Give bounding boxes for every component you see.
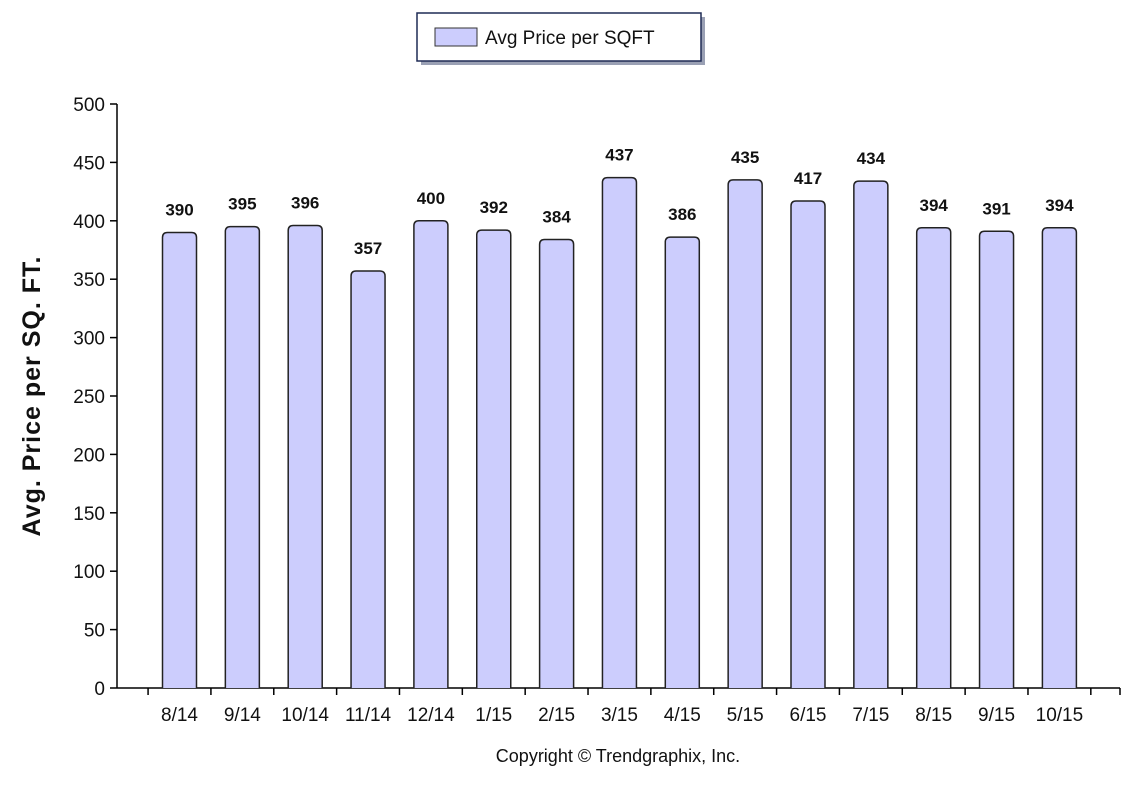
x-tick-label: 10/14: [281, 705, 329, 726]
data-label: 435: [731, 148, 759, 167]
data-label: 396: [291, 193, 319, 212]
x-tick-label: 11/14: [345, 705, 392, 726]
y-tick-label: 100: [73, 562, 105, 583]
x-tick-label: 6/15: [790, 705, 827, 726]
y-tick-label: 250: [73, 387, 105, 408]
bar: [538, 238, 575, 688]
legend-swatch: [434, 27, 478, 47]
x-tick-label: 9/14: [224, 705, 261, 726]
y-tick-label: 400: [73, 212, 105, 233]
bar: [287, 224, 323, 688]
x-tick-label: 8/14: [161, 705, 198, 726]
data-label: 392: [480, 198, 508, 217]
legend: Avg Price per SQFT: [416, 12, 705, 65]
x-tick-label: 3/15: [601, 705, 638, 726]
y-tick-label: 350: [73, 270, 105, 291]
y-tick-label: 50: [84, 621, 105, 642]
x-tick-label: 7/15: [852, 705, 889, 726]
y-axis: 0 50 100 150 200 250 300 350 400 450 500: [73, 95, 118, 700]
data-label: 394: [1045, 196, 1074, 215]
y-tick-label: 500: [73, 95, 105, 116]
y-axis-label: Avg. Price per SQ. FT.: [18, 256, 46, 537]
bar: [350, 270, 386, 688]
y-tick-label: 150: [73, 504, 105, 525]
copyright-text: Copyright © Trendgraphix, Inc.: [496, 746, 740, 766]
bar: [853, 180, 889, 688]
data-label: 395: [228, 195, 256, 214]
data-label: 357: [354, 239, 382, 258]
bar: [224, 225, 261, 688]
bar: [476, 229, 512, 688]
data-label: 386: [668, 205, 696, 224]
x-tick-label: 4/15: [664, 705, 701, 726]
bar: [727, 179, 763, 688]
y-tick-label: 200: [73, 445, 105, 466]
bar: [790, 200, 826, 688]
data-label: 400: [417, 189, 445, 208]
bar: [161, 231, 198, 688]
bar: [915, 227, 952, 688]
x-tick-label: 9/15: [978, 705, 1015, 726]
y-tick-label: 0: [94, 679, 105, 700]
legend-label: Avg Price per SQFT: [485, 28, 655, 49]
data-label: 394: [920, 196, 949, 215]
x-tick-label: 5/15: [727, 705, 764, 726]
bars: [161, 176, 1078, 688]
data-label: 384: [542, 207, 571, 226]
x-tick-label: 2/15: [538, 705, 575, 726]
data-label: 434: [857, 149, 886, 168]
x-tick-label: 10/15: [1036, 705, 1084, 726]
data-label: 390: [165, 200, 193, 219]
x-tick-label: 8/15: [915, 705, 952, 726]
y-tick-label: 450: [73, 153, 105, 174]
bar: [978, 230, 1015, 688]
bar: [601, 176, 638, 688]
x-tick-label: 12/14: [407, 705, 455, 726]
x-tick-label: 1/15: [475, 705, 512, 726]
data-label: 417: [794, 169, 822, 188]
bar: [413, 220, 449, 688]
data-label: 391: [982, 199, 1010, 218]
bar: [1041, 227, 1078, 688]
data-label: 437: [605, 146, 633, 165]
data-labels: 390 395 396 357 400 392 384 437 386 435 417 434 394 3…: [165, 146, 1074, 258]
x-axis: 8/14 9/14 10/14 11/14 12/14 1/15 2/15 3/15 4/15 5…: [117, 687, 1121, 726]
bar: [664, 236, 701, 688]
y-tick-label: 300: [73, 329, 105, 350]
